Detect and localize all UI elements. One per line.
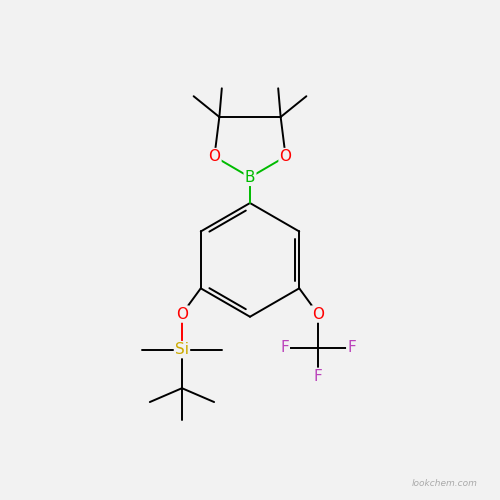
Text: O: O xyxy=(208,149,220,164)
Text: Si: Si xyxy=(175,342,189,357)
Text: O: O xyxy=(176,306,188,322)
Text: O: O xyxy=(280,149,291,164)
Text: F: F xyxy=(348,340,356,355)
Text: O: O xyxy=(312,306,324,322)
Text: F: F xyxy=(314,369,322,384)
Text: B: B xyxy=(245,170,256,185)
Text: lookchem.com: lookchem.com xyxy=(412,480,478,488)
Text: F: F xyxy=(280,340,289,355)
